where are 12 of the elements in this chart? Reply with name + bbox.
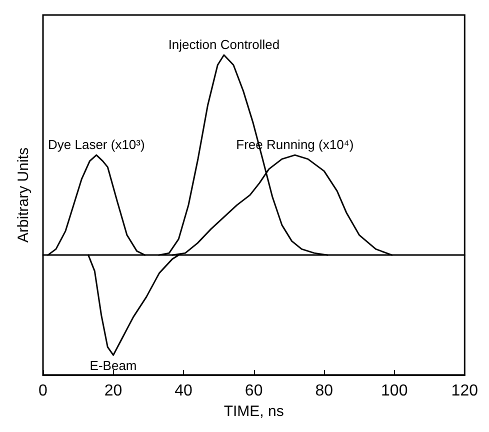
y-axis-title: Arbitrary Units <box>15 148 32 243</box>
series-label: Injection Controlled <box>168 37 280 52</box>
series-label: E-Beam <box>90 358 137 374</box>
x-tick-label: 100 <box>381 382 408 400</box>
series-label: Dye Laser (x10³) <box>48 137 145 152</box>
x-tick-label: 60 <box>244 382 263 400</box>
x-axis-title: TIME, ns <box>224 403 284 420</box>
x-tick-label: 0 <box>38 382 48 400</box>
x-tick-label: 120 <box>451 382 478 400</box>
x-tick-label: 80 <box>315 382 334 400</box>
x-tick-label: 20 <box>104 382 122 400</box>
x-tick-label: 40 <box>174 382 193 400</box>
